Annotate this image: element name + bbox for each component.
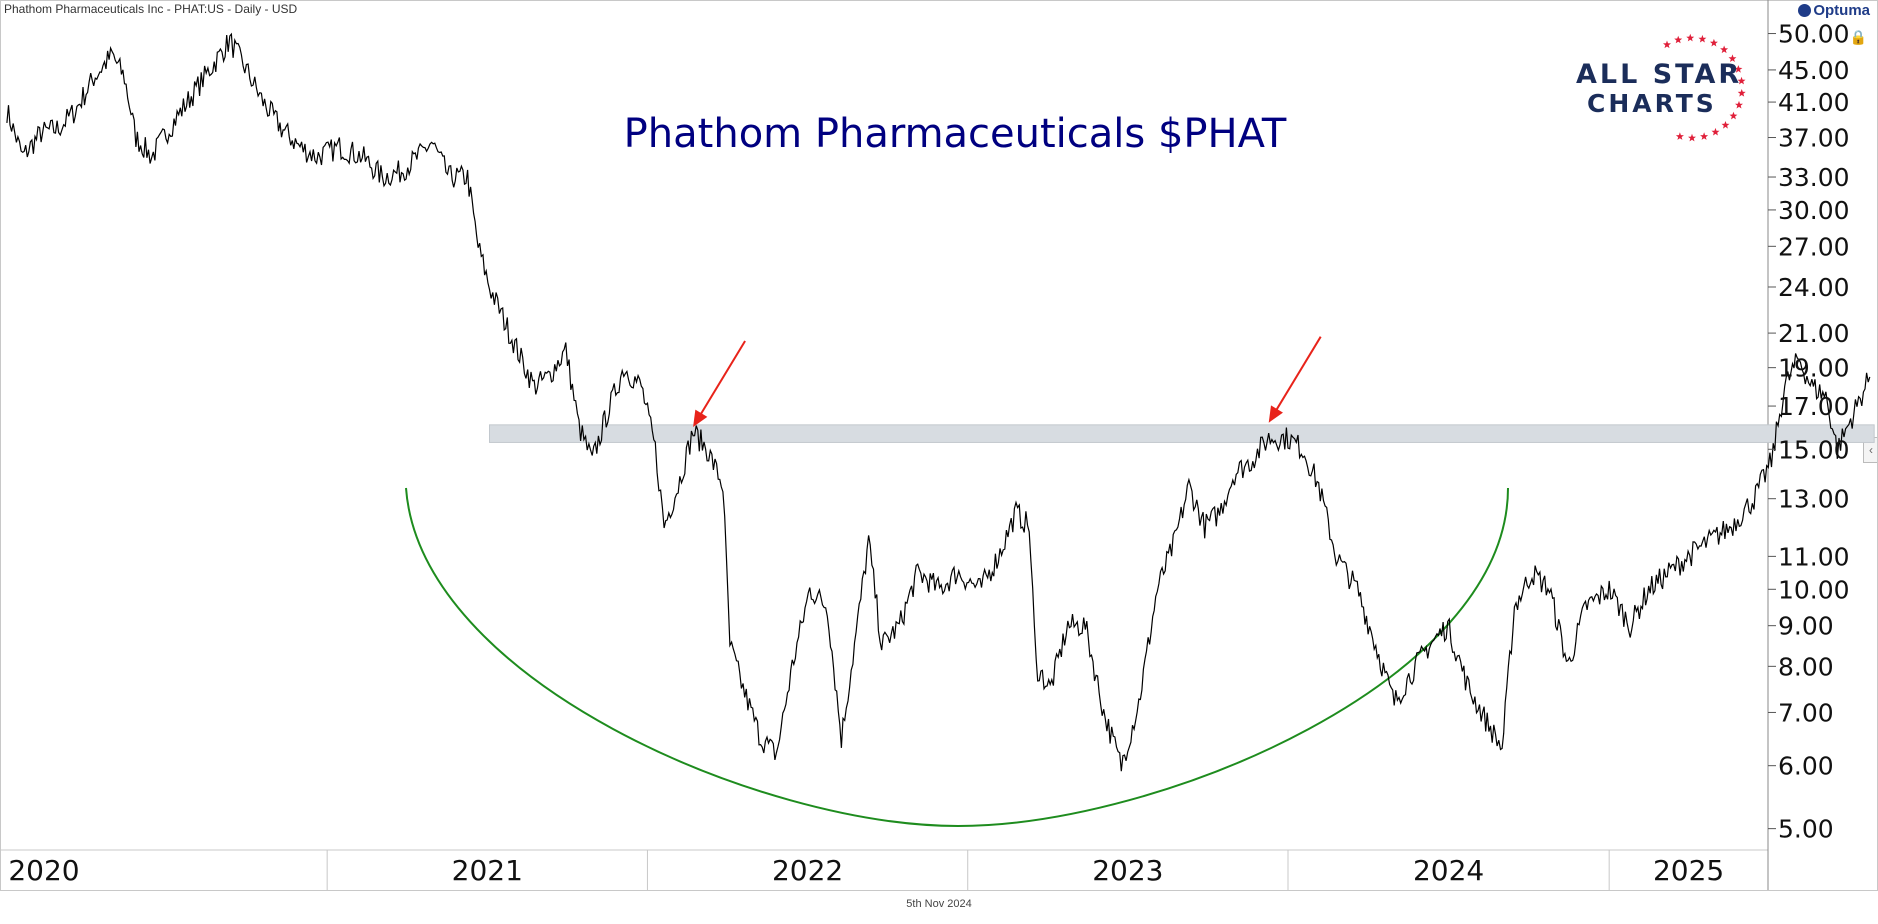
y-tick-label: 45.00 [1778,56,1850,85]
x-year-label: 2020 [8,854,79,887]
vendor-name: Optuma [1813,2,1870,19]
rounding-bottom-curve [405,487,1509,828]
optuma-icon [1798,4,1812,17]
y-tick-label: 6.00 [1778,752,1834,781]
all-star-charts-logo: ALL STAR CHARTS [1570,33,1768,142]
y-tick-label: 15.00 [1778,435,1850,464]
y-tick-label: 10.00 [1778,575,1850,604]
chart-header: Phathom Pharmaceuticals Inc - PHAT:US - … [4,2,298,16]
resistance-zone [488,424,1875,443]
y-tick-label: 37.00 [1778,124,1850,153]
y-tick-label: 24.00 [1778,273,1850,302]
y-tick-label: 7.00 [1778,698,1834,727]
x-year-label: 2022 [772,854,843,887]
y-tick-label: 13.00 [1778,485,1850,514]
y-tick-label: 8.00 [1778,652,1834,681]
y-tick-label: 21.00 [1778,319,1850,348]
y-tick-label: 50.00 [1778,20,1850,49]
y-tick-label: 11.00 [1778,542,1850,571]
lock-icon[interactable]: 🔒 [1849,29,1867,45]
chart-title: Phathom Pharmaceuticals $PHAT [624,111,1287,157]
x-year-label: 2024 [1413,854,1484,887]
y-tick-label: 27.00 [1778,232,1850,261]
arrow-2 [1268,336,1322,423]
x-year-label: 2025 [1653,854,1724,887]
x-year-label: 2021 [452,854,523,887]
y-tick-label: 17.00 [1778,392,1850,421]
chart-date-footer: 5th Nov 2024 [906,898,972,910]
vendor-logo: Optuma [1798,2,1870,19]
arrow-1 [693,340,746,427]
y-tick-label: 9.00 [1778,612,1834,641]
annotation-arrows [693,336,1322,427]
logo-line-1: ALL STAR [1576,59,1743,90]
logo-line-2: CHARTS [1587,89,1717,118]
y-tick-label: 41.00 [1778,88,1850,117]
star-ring-icon [1663,33,1746,142]
y-tick-label: 30.00 [1778,196,1850,225]
x-year-label: 2023 [1092,854,1163,887]
y-tick-label: 33.00 [1778,163,1850,192]
y-axis: 5.00 6.00 7.00 8.00 9.00 10.00 11.00 13.00 15.00… [1768,20,1850,844]
x-axis: 2020 2021 2022 2023 2024 2025 [8,850,1724,890]
y-tick-label: 19.00 [1778,354,1850,383]
price-series-line [6,32,1871,772]
y-tick-label: 5.00 [1778,815,1834,844]
